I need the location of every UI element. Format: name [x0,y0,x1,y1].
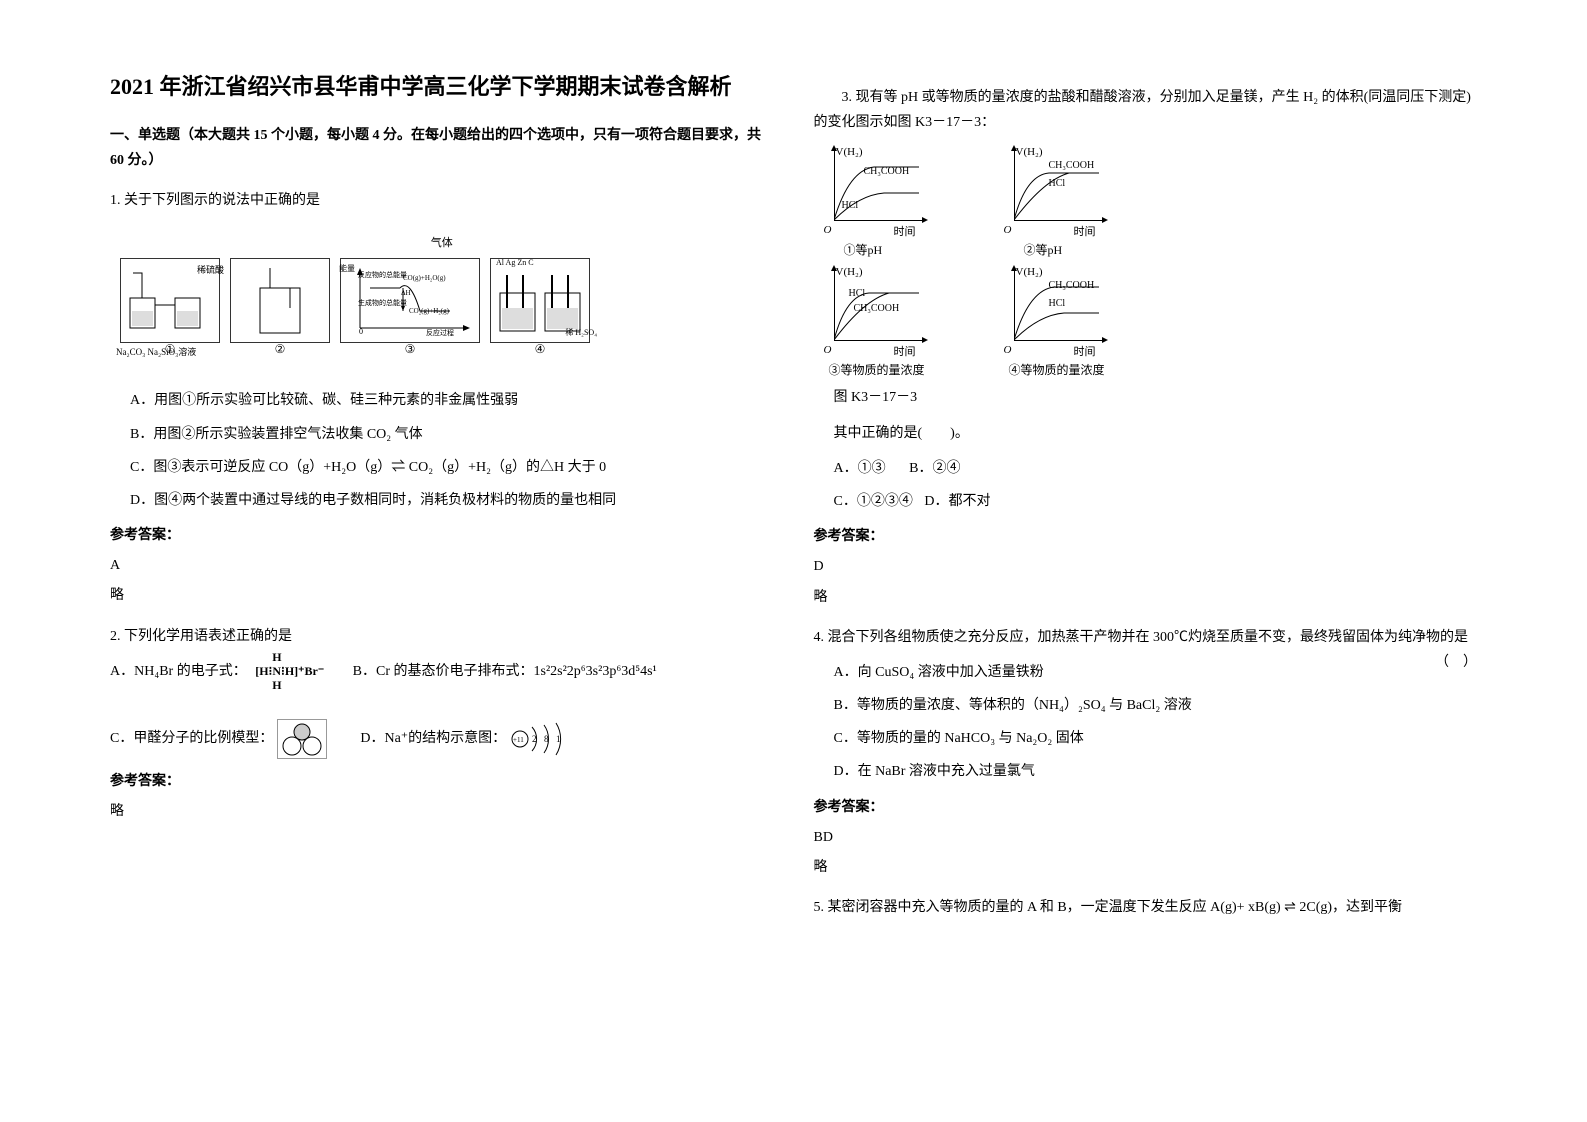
q3-answer: D [814,554,1478,579]
apparatus-2-icon [235,263,325,338]
q1-optB: B．用图②所示实验装置排空气法收集 CO₂ 气体 [130,422,774,447]
q3-options: A．①③ B．②④ C．①②③④ D．都不对 [834,456,1478,514]
doc-title: 2021 年浙江省绍兴市县华甫中学高三化学下学期期末试卷含解析 [110,70,774,103]
q3-chart-3: V(H₂) O 时间 HCl CH₃COOH ③等物质的量浓度 [814,265,954,375]
q4-optB: B．等物质的量浓度、等体积的（NH₄）₂SO₄ 与 BaCl₂ 溶液 [834,693,1478,718]
q3-optAB: A．①③ B．②④ [834,456,1478,481]
q1-fig1-sub: Na₂CO₃ Na₂SiO₃溶液 [116,344,236,360]
right-column: 3. 现有等 pH 或等物质的量浓度的盐酸和醋酸溶液，分别加入足量镁，产生 H₂… [794,70,1498,935]
q3-optCD: C．①②③④ D．都不对 [834,489,1478,514]
q1-optA: A．用图①所示实验可比较硫、碳、硅三种元素的非金属性强弱 [130,388,774,413]
q1-fig1-text: 稀硫酸 [197,262,224,278]
q3-chart-2: V(H₂) O 时间 CH₃COOH HCl ②等pH [994,145,1134,255]
svg-text:8: 8 [544,734,549,744]
q4-optC: C．等物质的量的 NaHCO₃ 与 Na₂O₂ 固体 [834,726,1478,751]
q2-answer-label: 参考答案： [110,769,774,794]
left-column: 2021 年浙江省绍兴市县华甫中学高三化学下学期期末试卷含解析 一、单选题（本大… [90,70,794,935]
q3-answer-label: 参考答案： [814,524,1478,549]
q1-answer: A [110,553,774,578]
atom-structure-icon: +11 2 8 1 [510,719,560,759]
question-4: 4. 混合下列各组物质使之充分反应，加热蒸干产物并在 300℃灼烧至质量不变，最… [814,625,1478,881]
q1-fig3-label: ③ [405,339,416,361]
q1-fig3-sub3f: ΔH [401,287,411,300]
q4-answer: BD [814,825,1478,850]
q1-fig4-label: ④ [535,339,546,361]
question-1: 1. 关于下列图示的说法中正确的是 气体 稀硫酸 ① Na₂CO₃ Na₂SiO… [110,188,774,608]
question-5: 5. 某密闭容器中充入等物质的量的 A 和 B，一定温度下发生反应 A(g)+ … [814,895,1478,920]
q2-optB: B．Cr 的基态价电子排布式：1s²2s²2p⁶3s²3p⁶3d⁵4s¹ [353,664,657,679]
q2-stem: 2. 下列化学用语表述正确的是 [110,624,774,649]
q3-fig-caption: 图 K3－17－3 [834,385,1478,410]
q1-optC: C．图③表示可逆反应 CO（g）+H₂O（g）⇌ CO₂（g）+H₂（g）的△H… [130,455,774,480]
q1-optD: D．图④两个装置中通过导线的电子数相同时，消耗负极材料的物质的量也相同 [130,488,774,513]
q2-row1: A．NH₄Br 的电子式： H [H⁝N⁝H]⁺Br⁻ H B．Cr 的基态价电… [110,659,774,684]
question-3: 3. 现有等 pH 或等物质的量浓度的盐酸和醋酸溶液，分别加入足量镁，产生 H₂… [814,85,1478,610]
q1-stem: 1. 关于下列图示的说法中正确的是 [110,188,774,213]
q1-fig3-sub3b: 生成物的总能量 [358,297,407,310]
q5-stem: 5. 某密闭容器中充入等物质的量的 A 和 B，一定温度下发生反应 A(g)+ … [814,895,1478,920]
q3-sub-stem: 其中正确的是( )。 [834,421,1478,446]
q1-fig3-sub3c: CO(g)+H₂O(g) [403,272,446,285]
q1-answer-label: 参考答案： [110,523,774,548]
q3-chart-1: V(H₂) O 时间 CH₃COOH HCl ①等pH [814,145,954,255]
q1-fig-3: 能量 反应物的总能量 生成物的总能量 CO(g)+H₂O(g) ΔH CO₂(g… [340,258,480,343]
q4-note: 略 [814,855,1478,880]
q1-fig4-text: Al Ag Zn C [496,256,534,270]
q1-options: A．用图①所示实验可比较硫、碳、硅三种元素的非金属性强弱 B．用图②所示实验装置… [130,388,774,513]
q4-stem: 4. 混合下列各组物质使之充分反应，加热蒸干产物并在 300℃灼烧至质量不变，最… [814,625,1478,650]
q1-fig4-sub: 稀 H₂SO₄ [565,326,597,340]
q1-fig2-label: ② [275,339,286,361]
svg-text:+11: +11 [513,736,524,744]
question-2: 2. 下列化学用语表述正确的是 A．NH₄Br 的电子式： H [H⁝N⁝H]⁺… [110,624,774,825]
q1-fig-4: Al Ag Zn C 稀 H₂SO₄ ④ [490,258,590,343]
molecule-model-icon [277,719,327,759]
q1-figures: 气体 稀硫酸 ① Na₂CO₃ Na₂SiO₃溶液 [110,224,774,354]
q2-optC: C．甲醛分子的比例模型： [110,731,273,746]
q3-chart-4: V(H₂) O 时间 CH₃COOH HCl ④等物质的量浓度 [994,265,1134,375]
q2-answer: 略 [110,799,774,824]
section-1-header: 一、单选题（本大题共 15 个小题，每小题 4 分。在每小题给出的四个选项中，只… [110,123,774,173]
q1-fig3-sub3e: 反应过程 [426,327,454,340]
q1-fig3-sub3d: CO₂(g)+H₂(g) [409,305,449,318]
q3-note: 略 [814,585,1478,610]
q4-optD: D．在 NaBr 溶液中充入过量氯气 [834,759,1478,784]
q2-optA-pre: A．NH₄Br 的电子式： [110,664,247,679]
q3-chart-row-2: V(H₂) O 时间 HCl CH₃COOH ③等物质的量浓度 V(H₂) O … [814,265,1478,375]
q3-stem: 3. 现有等 pH 或等物质的量浓度的盐酸和醋酸溶液，分别加入足量镁，产生 H₂… [814,85,1478,135]
q4-optA: A．向 CuSO₄ 溶液中加入适量铁粉 [834,660,1478,685]
svg-text:1: 1 [556,734,561,744]
q1-fig-1: 稀硫酸 ① Na₂CO₃ Na₂SiO₃溶液 [120,258,220,343]
q1-fig3-sub3a: 反应物的总能量 [358,269,407,282]
q4-answer-label: 参考答案： [814,795,1478,820]
q1-fig3-energy: 能量 [339,262,355,276]
q2-row2: C．甲醛分子的比例模型： D．Na⁺的结构示意图： +11 2 8 [110,719,774,759]
svg-text:2: 2 [532,734,537,744]
q2-optD: D．Na⁺的结构示意图： [360,731,506,746]
q3-chart-row-1: V(H₂) O 时间 CH₃COOH HCl ①等pH V(H₂) O 时间 [814,145,1478,255]
q1-note: 略 [110,583,774,608]
q4-options: A．向 CuSO₄ 溶液中加入适量铁粉 B．等物质的量浓度、等体积的（NH₄）₂… [834,660,1478,785]
q1-fig-2: ② [230,258,330,343]
q2-formula-icon: H [H⁝N⁝H]⁺Br⁻ H [250,661,329,683]
q1-fig-gas-label: 气体 [120,234,764,254]
